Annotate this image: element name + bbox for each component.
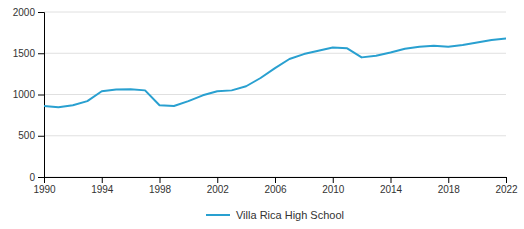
tick-label: 2000	[13, 7, 36, 18]
tick: 1500	[13, 48, 44, 59]
tick: 2022	[495, 177, 518, 195]
tick-label: 1990	[33, 184, 56, 195]
tick-mark	[38, 177, 44, 178]
legend-swatch	[206, 214, 230, 216]
x-axis: 1990 1994 1998 2002 2006 2010 2014 2018 2022	[33, 177, 518, 195]
tick: 2010	[322, 177, 345, 195]
tick: 1990	[33, 177, 56, 195]
tick: 500	[18, 130, 44, 141]
chart: 1990 1994 1998 2002 2006 2010 2014 2018 2022 0 500…	[0, 0, 524, 229]
tick-label: 2018	[438, 184, 461, 195]
tick-label: 2006	[264, 184, 287, 195]
tick-label: 500	[18, 130, 35, 141]
plot: 1990 1994 1998 2002 2006 2010 2014 2018 2022 0 500…	[13, 7, 518, 195]
tick-label: 2010	[322, 184, 345, 195]
grid-line	[44, 53, 506, 54]
tick-label: 2014	[380, 184, 403, 195]
tick-mark	[506, 177, 507, 183]
legend-label: Villa Rica High School	[236, 209, 344, 221]
tick-label: 1998	[149, 184, 172, 195]
tick-label: 1994	[91, 184, 114, 195]
tick-mark	[275, 177, 276, 183]
grid-line	[44, 135, 506, 136]
tick-mark	[102, 177, 103, 183]
tick-label: 2002	[207, 184, 230, 195]
line	[44, 38, 506, 107]
tick-mark	[217, 177, 218, 183]
tick-mark	[38, 95, 44, 96]
legend-item: Villa Rica High School	[206, 209, 344, 221]
marks	[44, 38, 506, 107]
tick-mark	[38, 53, 44, 54]
tick: 1000	[13, 89, 44, 100]
tick-mark	[448, 177, 449, 183]
tick-mark	[333, 177, 334, 183]
grid-line	[44, 94, 506, 95]
tick: 2006	[264, 177, 287, 195]
tick: 1994	[91, 177, 114, 195]
tick-label: 2022	[495, 184, 518, 195]
axis-line	[38, 13, 45, 178]
tick: 2000	[13, 7, 44, 18]
grid-line	[44, 12, 506, 13]
tick-mark	[160, 177, 161, 183]
axis-line	[45, 178, 507, 184]
tick: 2014	[380, 177, 403, 195]
tick-label: 1500	[13, 48, 36, 59]
tick: 1998	[149, 177, 172, 195]
y-axis: 0 500 1000 1500 2000	[13, 7, 45, 183]
tick-mark	[38, 12, 44, 13]
tick-mark	[38, 136, 44, 137]
legend: Villa Rica High School	[206, 209, 344, 221]
grid	[44, 12, 506, 177]
tick-label: 0	[29, 172, 35, 183]
tick-label: 1000	[13, 89, 36, 100]
tick: 2002	[207, 177, 230, 195]
tick-mark	[391, 177, 392, 183]
tick: 2018	[438, 177, 461, 195]
tick: 0	[29, 172, 44, 183]
